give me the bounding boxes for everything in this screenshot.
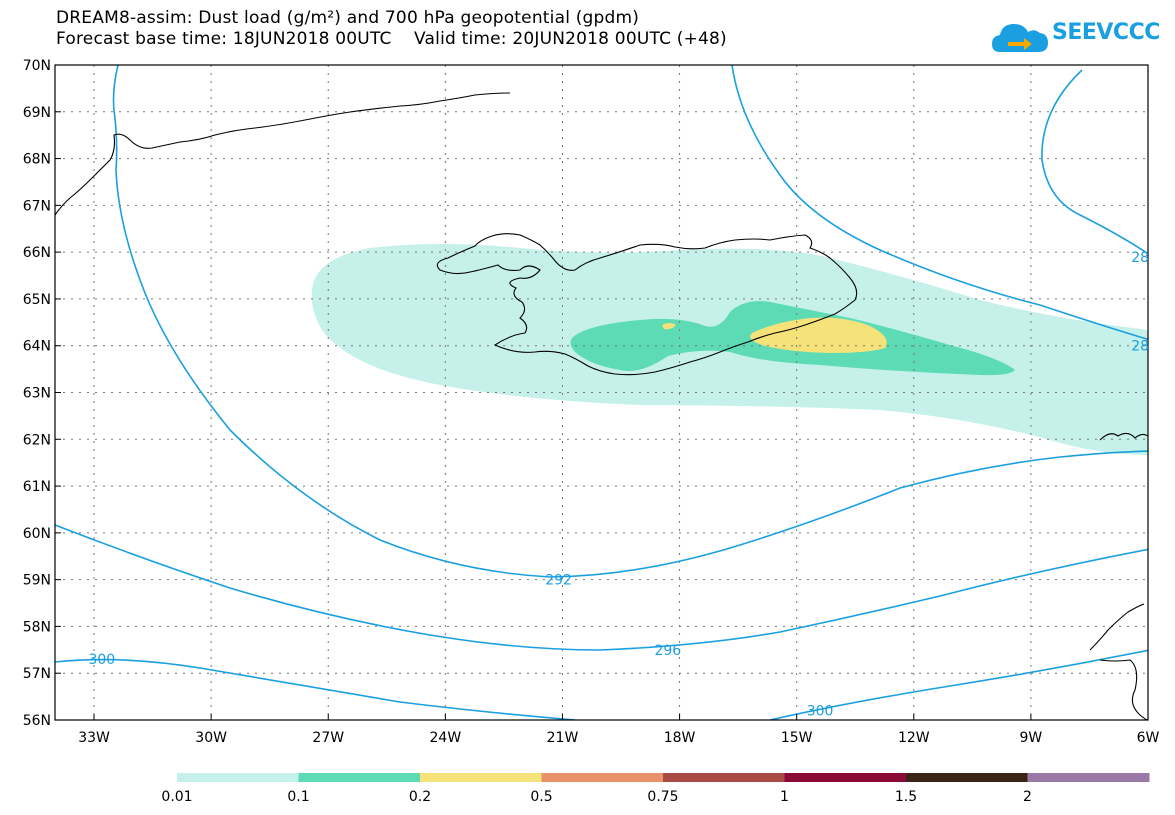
lat-tick-label: 63N bbox=[23, 386, 51, 402]
contour-line-300 bbox=[55, 658, 576, 720]
lat-tick-label: 59N bbox=[23, 573, 51, 589]
lon-tick-label: 24W bbox=[430, 730, 462, 746]
lon-tick-label: 18W bbox=[664, 730, 696, 746]
lon-tick-label: 21W bbox=[547, 730, 579, 746]
contour-line-northeast bbox=[1041, 69, 1148, 255]
lat-tick-label: 56N bbox=[23, 713, 51, 729]
legend-swatch bbox=[420, 773, 542, 782]
contour-label: 28 bbox=[1131, 250, 1149, 266]
lat-tick-label: 65N bbox=[23, 292, 51, 308]
lat-tick-label: 64N bbox=[23, 339, 51, 355]
cloud-arrow-icon bbox=[992, 24, 1048, 52]
lat-tick-label: 66N bbox=[23, 245, 51, 261]
lon-tick-label: 27W bbox=[312, 730, 344, 746]
lon-tick-label: 6W bbox=[1137, 730, 1160, 746]
legend-swatch bbox=[906, 773, 1028, 782]
contour-line-west bbox=[112, 65, 1148, 578]
legend-label: 0.1 bbox=[287, 789, 309, 805]
lat-tick-label: 57N bbox=[23, 666, 51, 682]
longitude-axis: 33W 30W 27W 24W 21W 18W 15W 12W 9W 6W bbox=[78, 714, 1160, 746]
latitude-axis: 70N 69N 68N 67N 66N 65N 64N 63N 62N 61N 60N 59N 58N 5… bbox=[23, 58, 61, 729]
lat-tick-label: 61N bbox=[23, 479, 51, 495]
lon-tick-label: 9W bbox=[1020, 730, 1043, 746]
coastline-iceland bbox=[436, 233, 858, 376]
coastline-greenland bbox=[55, 92, 511, 216]
lon-tick-label: 30W bbox=[195, 730, 227, 746]
map-subtitle: Forecast base time: 18JUN2018 00UTC Vali… bbox=[56, 29, 727, 49]
graticule bbox=[55, 65, 1148, 720]
legend-label: 0.01 bbox=[161, 789, 192, 805]
contour-label: 296 bbox=[654, 643, 681, 659]
color-legend: 0.01 0.1 0.2 0.5 0.75 1 1.5 2 bbox=[161, 773, 1150, 805]
lat-tick-label: 62N bbox=[23, 432, 51, 448]
legend-label: 1 bbox=[780, 789, 789, 805]
lon-tick-label: 15W bbox=[781, 730, 813, 746]
dust-region-high-spot bbox=[662, 323, 676, 330]
contour-label: 300 bbox=[88, 652, 115, 668]
coastline-faroe-scotland bbox=[1099, 432, 1148, 441]
contour-labels: 292 296 300 300 28 28 bbox=[88, 250, 1149, 720]
lat-tick-label: 60N bbox=[23, 526, 51, 542]
lon-tick-label: 33W bbox=[78, 730, 110, 746]
legend-label: 0.5 bbox=[530, 789, 552, 805]
lat-tick-label: 58N bbox=[23, 619, 51, 635]
logo-text: SEEVCCC bbox=[1052, 20, 1160, 45]
legend-label: 2 bbox=[1023, 789, 1032, 805]
coastline-scotland bbox=[1089, 603, 1148, 720]
legend-swatch bbox=[541, 773, 664, 782]
map-title: DREAM8-assim: Dust load (g/m²) and 700 h… bbox=[56, 8, 640, 28]
lat-tick-label: 69N bbox=[23, 105, 51, 121]
lon-tick-label: 12W bbox=[898, 730, 930, 746]
legend-swatch bbox=[177, 773, 299, 782]
contour-line-296 bbox=[55, 524, 1148, 651]
contour-line-north bbox=[731, 65, 1148, 341]
legend-swatch bbox=[1027, 773, 1150, 782]
lat-tick-label: 68N bbox=[23, 152, 51, 168]
contour-label: 292 bbox=[545, 573, 572, 589]
dust-region-high bbox=[750, 317, 887, 353]
legend-label: 0.75 bbox=[647, 789, 678, 805]
contour-line-300-east bbox=[769, 649, 1148, 720]
legend-swatch bbox=[298, 773, 421, 782]
contour-label: 300 bbox=[807, 704, 834, 720]
legend-label: 0.2 bbox=[409, 789, 431, 805]
legend-swatch bbox=[784, 773, 907, 782]
lat-tick-label: 70N bbox=[23, 58, 51, 74]
legend-swatch bbox=[663, 773, 785, 782]
lat-tick-label: 67N bbox=[23, 198, 51, 214]
legend-label: 1.5 bbox=[895, 789, 917, 805]
contour-label: 28 bbox=[1131, 339, 1149, 355]
